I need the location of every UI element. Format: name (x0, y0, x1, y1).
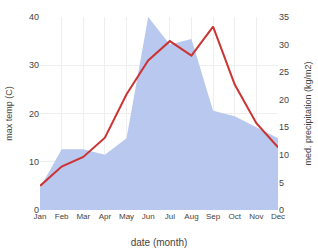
svg-text:10: 10 (29, 157, 39, 167)
svg-text:5: 5 (279, 178, 284, 188)
svg-text:Jul: Jul (165, 212, 175, 221)
svg-text:Aug: Aug (184, 212, 198, 221)
svg-text:Jun: Jun (142, 212, 155, 221)
svg-text:Nov: Nov (249, 212, 263, 221)
svg-text:med. precipitation (kg/m2): med. precipitation (kg/m2) (303, 61, 313, 165)
svg-text:Feb: Feb (55, 212, 69, 221)
svg-text:Sep: Sep (206, 212, 221, 221)
svg-text:30: 30 (279, 40, 289, 50)
svg-text:Apr: Apr (99, 212, 112, 221)
svg-text:Mar: Mar (76, 212, 90, 221)
svg-text:40: 40 (29, 12, 39, 22)
svg-text:Dec: Dec (271, 212, 285, 221)
svg-text:10: 10 (279, 150, 289, 160)
svg-text:35: 35 (279, 12, 289, 22)
svg-text:0: 0 (34, 205, 39, 215)
svg-text:30: 30 (29, 60, 39, 70)
svg-text:20: 20 (279, 95, 289, 105)
svg-text:Jan: Jan (34, 212, 47, 221)
svg-text:May: May (119, 212, 134, 221)
svg-text:25: 25 (279, 67, 289, 77)
svg-text:0: 0 (279, 205, 284, 215)
svg-text:Oct: Oct (229, 212, 242, 221)
svg-text:15: 15 (279, 122, 289, 132)
svg-text:20: 20 (29, 109, 39, 119)
svg-text:max temp (C): max temp (C) (4, 86, 14, 141)
svg-text:date (month): date (month) (131, 237, 188, 248)
